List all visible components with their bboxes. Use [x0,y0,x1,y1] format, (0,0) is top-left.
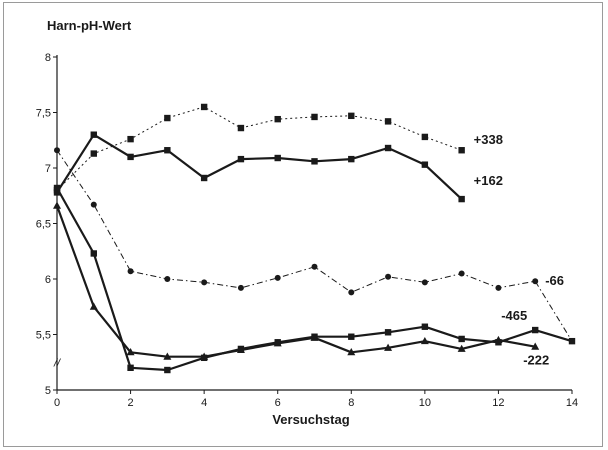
data-point-circle [127,268,134,275]
data-point-circle [237,284,244,291]
data-point-triangle [531,342,540,350]
data-point-square [458,147,465,154]
data-point-square [311,158,318,165]
data-point-triangle [273,339,282,347]
data-point-triangle [347,348,356,356]
data-point-square [458,335,465,343]
data-point-square [127,364,134,371]
data-point-square [237,155,245,163]
series-label: +162 [474,173,503,188]
data-point-triangle [126,348,135,356]
data-point-square [568,337,576,345]
data-point-square [384,118,392,125]
data-point-square [421,133,429,141]
data-point-square [53,189,61,196]
x-axis-label: Versuchstag [272,412,349,427]
y-tick-label: 5,5 [36,330,51,342]
data-point-square [274,154,281,162]
data-point-square [348,155,355,163]
data-point-circle [201,279,208,286]
data-point-circle [532,278,539,285]
y-tick-label: 7,5 [36,108,51,120]
data-point-square [384,144,392,152]
series-4 [53,184,576,374]
y-tick-label: 6,5 [36,219,51,231]
series-label: -465 [501,308,527,323]
data-point-circle [311,263,318,270]
x-tick-label: 12 [492,397,504,409]
x-tick-label: 0 [54,397,60,409]
series-label: -66 [545,273,564,288]
data-point-circle [348,289,355,296]
data-point-square [90,150,97,157]
series-line [55,205,536,358]
data-point-square [164,147,171,154]
series-labels: +338 +162 -66 -465 -222 [474,132,564,367]
data-point-triangle [494,335,503,344]
data-point-circle [458,270,465,277]
data-point-circle [274,274,281,281]
data-point-triangle [384,343,393,351]
data-point-square [200,103,208,111]
data-point-square [274,115,281,123]
data-point-square [90,250,97,257]
data-point-square [90,131,97,138]
series-5 [53,201,540,360]
series-layer [53,103,576,374]
data-point-square [348,112,355,120]
data-point-triangle [89,302,98,310]
data-point-triangle [236,345,245,354]
data-point-circle [495,284,502,291]
data-point-circle [90,201,97,208]
series-line [56,149,573,342]
axes: 5 5,5 6 6,5 7 7,5 8 0 2 4 6 8 10 12 14 // [36,52,578,409]
y-tick-label: 5 [45,385,51,397]
data-point-square [127,153,134,161]
axis-break-mark: // [53,357,61,369]
data-point-circle [54,147,60,154]
chart-title: Harn-pH-Wert [47,18,132,33]
x-tick-label: 14 [566,397,578,409]
data-point-triangle [53,201,61,209]
data-point-square [532,326,539,334]
series-label: +338 [474,132,503,147]
x-tick-label: 8 [348,397,354,409]
chart-frame: Harn-pH-Wert 5 5,5 6 6,5 7 7,5 8 0 2 4 6 8 10 12 14// … [3,2,603,447]
data-point-square [458,195,465,203]
data-point-triangle [200,352,209,360]
x-tick-label: 10 [419,397,431,409]
series-line [56,133,463,200]
y-tick-label: 6 [45,274,51,286]
data-point-triangle [163,352,172,360]
series-2 [53,131,465,203]
series-line [56,106,462,191]
data-point-triangle [310,333,319,341]
data-point-circle [421,279,428,286]
data-point-square [127,135,134,143]
line-chart: Harn-pH-Wert 55,566,577,580 2 4 6 8 10 12 14// … [36,18,578,427]
data-point-square [421,323,429,330]
data-point-square [348,333,355,340]
x-tick-label: 4 [201,397,207,409]
data-point-square [311,113,318,121]
data-point-square [200,174,208,182]
x-tick-label: 6 [275,397,281,409]
y-tick-label: 7 [45,163,51,175]
data-point-triangle [420,336,429,345]
data-point-circle [385,273,392,280]
data-point-triangle [457,344,466,352]
data-point-circle [164,276,171,282]
data-point-square [53,184,61,192]
x-tick-label: 2 [128,397,134,409]
data-point-square [421,161,429,168]
data-point-square [164,114,171,122]
data-point-square [384,329,392,336]
data-point-square [164,366,171,374]
y-tick-label: 8 [45,52,51,64]
data-point-square [237,124,245,132]
series-label: -222 [523,353,549,368]
